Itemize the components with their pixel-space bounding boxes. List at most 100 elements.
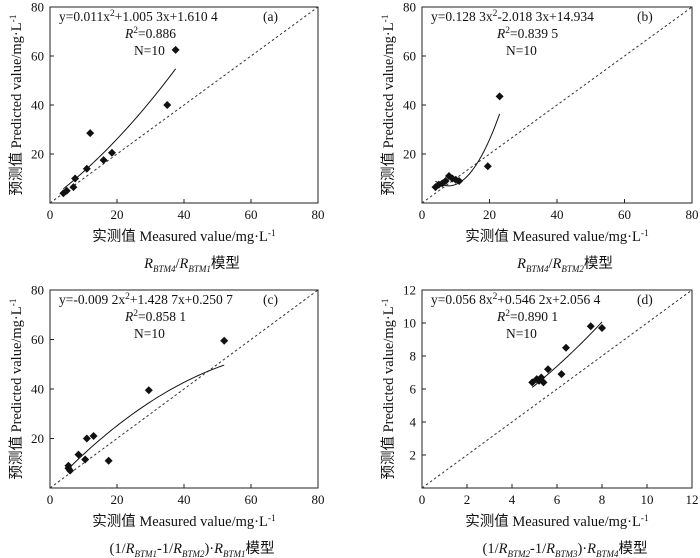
y-tick-label: 20	[31, 147, 44, 162]
r2-exponent: 2	[505, 309, 510, 319]
caption-text: /	[175, 256, 180, 272]
y-axis-label: 预测值 Predicted value/mg·L-1	[8, 14, 25, 195]
panel-label: (c)	[263, 292, 278, 307]
r2-value: =0.839 5	[510, 26, 558, 41]
r2-symbol: R	[124, 309, 134, 324]
x-tick-label: 80	[312, 492, 325, 507]
y-tick-label: 12	[403, 283, 416, 298]
y-tick-label: 60	[403, 49, 416, 64]
x-tick-label: 0	[47, 492, 54, 507]
data-point	[495, 92, 504, 101]
y-axis-unit-exponent: -1	[9, 298, 19, 306]
r2-symbol: R	[496, 309, 506, 324]
r2-symbol: R	[496, 26, 506, 41]
equation-text: y=0.056 8x	[431, 292, 493, 307]
equation-text: +1.005 3x+1.610 4	[115, 9, 218, 24]
fit-curve	[63, 68, 177, 190]
y-tick-label: 60	[31, 332, 44, 347]
one-to-one-line	[421, 6, 693, 204]
caption-text: R	[498, 541, 508, 557]
y-tick-label: 2	[410, 448, 417, 463]
caption-subscript: BTM1	[223, 549, 246, 558]
x-axis-unit-exponent: -1	[641, 229, 649, 239]
y-tick-label: 60	[31, 49, 44, 64]
sample-size: N=10	[506, 326, 537, 341]
x-tick-label: 0	[419, 492, 426, 507]
r2-value: =0.858 1	[138, 309, 186, 324]
x-tick-label: 40	[551, 207, 564, 222]
y-axis-label-text: 预测值 Predicted value/mg·L	[8, 306, 25, 479]
x-tick-label: 60	[245, 207, 258, 222]
data-point	[89, 432, 98, 441]
data-point	[107, 148, 116, 157]
caption-subscript: BTM2	[561, 264, 584, 274]
caption-text: )·	[577, 541, 587, 557]
caption-text: R	[143, 256, 153, 272]
panel-label: (d)	[637, 292, 653, 307]
x-tick-label: 0	[419, 207, 426, 222]
y-axis-unit-exponent: -1	[381, 298, 391, 306]
equation-exponent: 2	[493, 292, 498, 302]
caption-text: R	[552, 256, 562, 272]
y-tick-label: 40	[403, 98, 416, 113]
sample-size: N=10	[134, 43, 165, 58]
data-point	[62, 186, 71, 195]
data-point	[586, 322, 595, 331]
y-axis-label: 预测值 Predicted value/mg·L-1	[380, 14, 397, 195]
x-tick-label: 80	[686, 207, 699, 222]
data-point	[483, 162, 492, 171]
y-tick-label: 10	[403, 316, 416, 331]
y-axis-label: 预测值 Predicted value/mg·L-1	[8, 298, 25, 479]
caption-text: R	[516, 256, 526, 272]
r-squared: R2=0.890 1	[496, 309, 558, 324]
y-tick-label: 20	[403, 147, 416, 162]
caption-subscript: BTM4	[596, 549, 619, 558]
data-point	[99, 156, 108, 165]
data-point	[104, 456, 113, 465]
data-point	[144, 386, 153, 395]
data-point	[544, 365, 552, 374]
caption-subscript: BTM1	[188, 264, 211, 274]
r2-exponent: 2	[133, 309, 138, 319]
data-point	[71, 174, 80, 183]
fit-curve	[435, 113, 501, 187]
x-axis-label: 实测值 Measured value/mg·L-1	[465, 228, 649, 245]
r2-value: =0.890 1	[510, 309, 558, 324]
caption-text: R	[179, 256, 189, 272]
x-tick-label: 20	[111, 207, 124, 222]
caption-text: R	[586, 541, 596, 557]
data-point	[82, 434, 91, 443]
r-squared: R2=0.839 5	[496, 26, 558, 41]
caption-text: /	[548, 256, 553, 272]
caption-subscript: BTM4	[526, 264, 549, 274]
data-point	[557, 370, 566, 379]
caption-text: 模型	[618, 540, 647, 557]
x-tick-label: 12	[686, 492, 699, 507]
x-tick-label: 2	[464, 492, 471, 507]
equation-text: +1.428 7x+0.250 7	[130, 292, 233, 307]
fit-equation: y=0.128 3x2-2.018 3x+14.934	[431, 9, 594, 24]
one-to-one-line	[49, 289, 319, 489]
one-to-one-line	[49, 6, 319, 204]
x-tick-label: 80	[312, 207, 325, 222]
x-axis-unit-exponent: -1	[268, 229, 276, 239]
equation-text: +0.546 2x+2.056 4	[497, 292, 600, 307]
x-axis-unit-exponent: -1	[641, 514, 649, 524]
y-axis-unit-exponent: -1	[9, 14, 19, 22]
x-tick-label: 60	[245, 492, 258, 507]
y-tick-label: 40	[31, 98, 44, 113]
equation-text: y=0.128 3x	[431, 9, 493, 24]
y-axis-label-text: 预测值 Predicted value/mg·L	[380, 306, 397, 479]
data-point	[171, 45, 180, 54]
y-tick-label: 4	[410, 415, 417, 430]
r-squared: R2=0.886	[124, 26, 176, 41]
data-point	[441, 176, 450, 185]
sample-size: N=10	[506, 43, 537, 58]
fit-curve	[68, 364, 225, 469]
caption-text: (1/	[483, 541, 500, 557]
sample-size: N=10	[134, 326, 165, 341]
